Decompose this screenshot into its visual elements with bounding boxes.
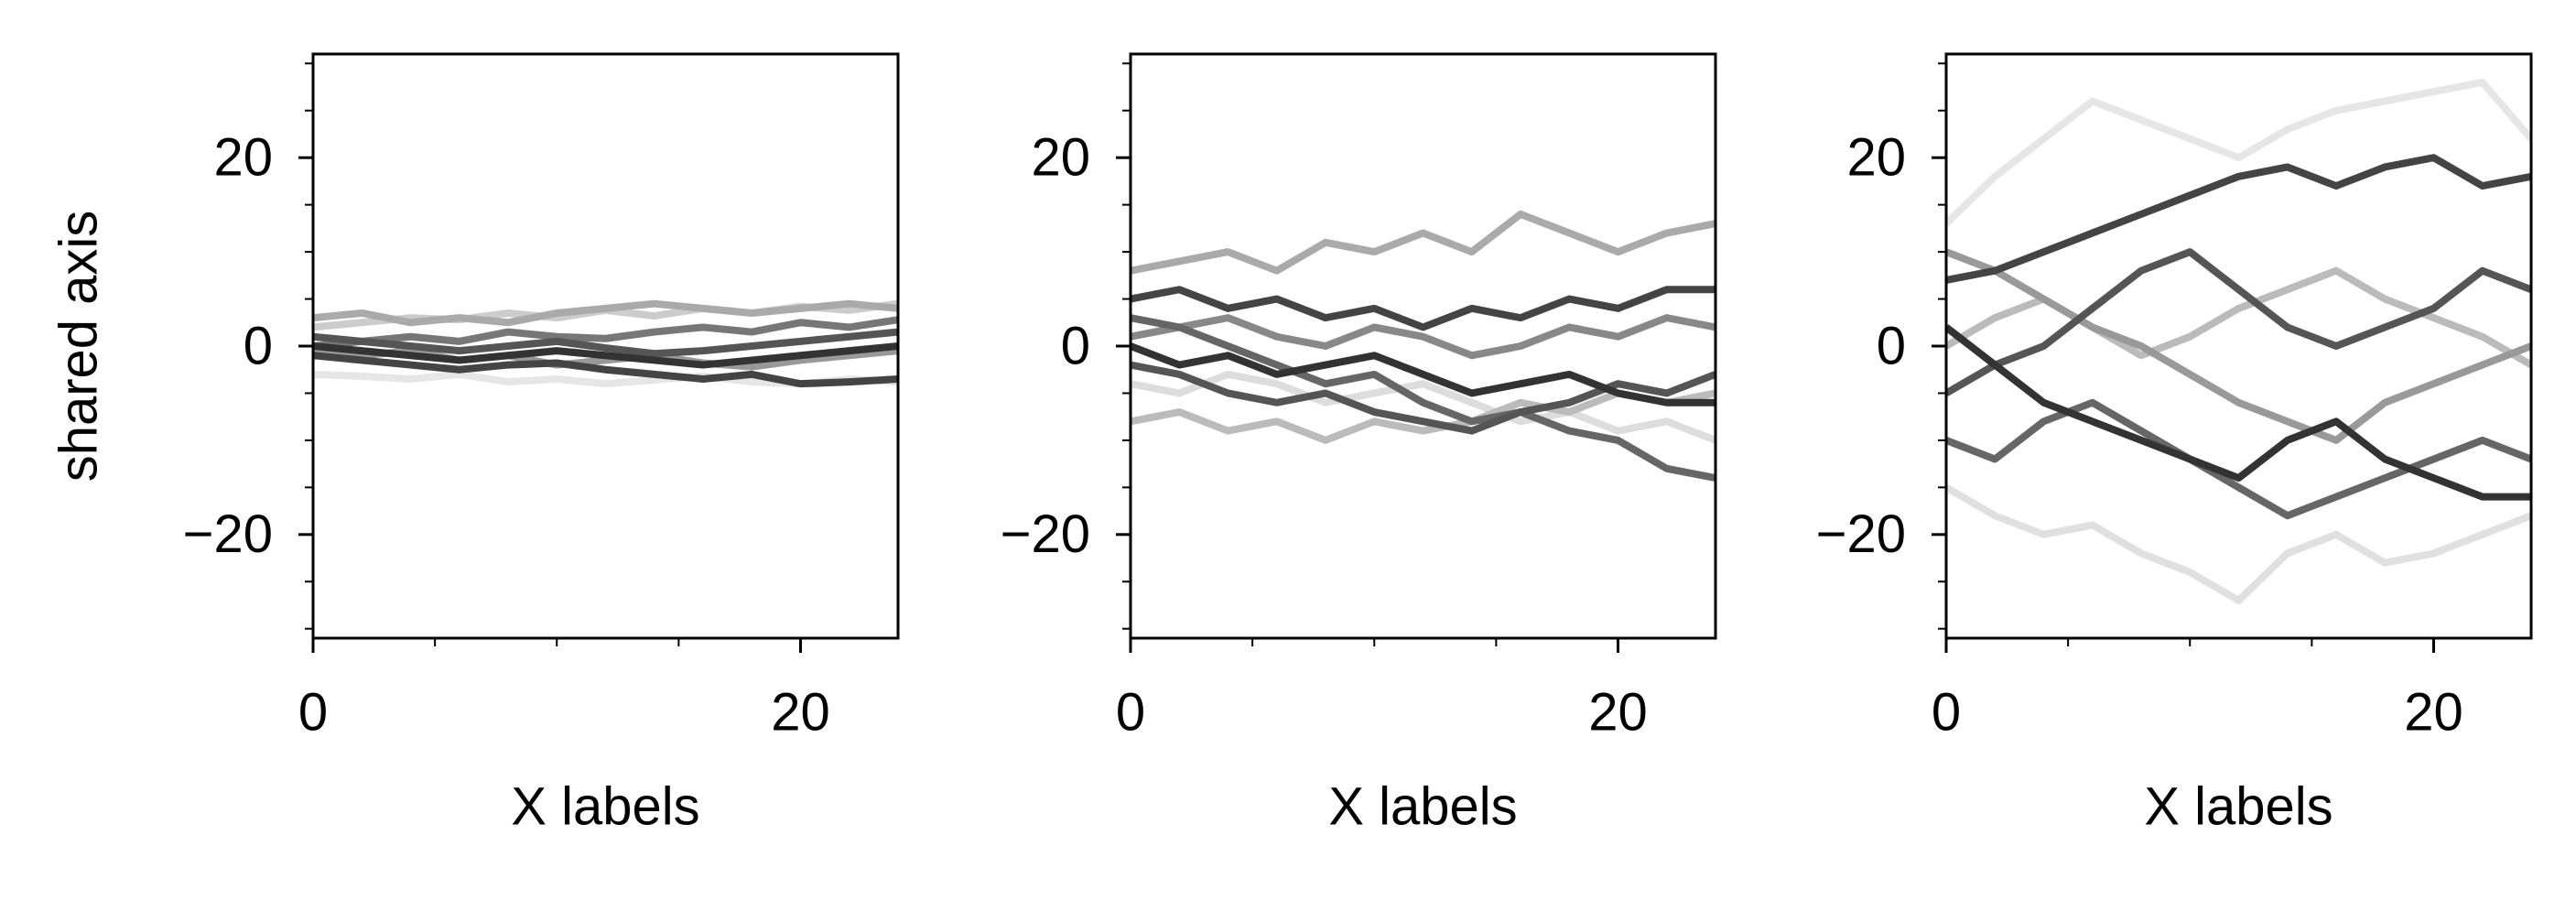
series-line: [1131, 210, 1716, 275]
series-line: [313, 347, 898, 371]
y-tick-label: 20: [1846, 128, 1906, 188]
y-tick-label: −20: [183, 504, 273, 564]
x-axis-label: X labels: [1328, 776, 1517, 836]
series-line: [1131, 370, 1716, 444]
y-axis-label: shared axis: [49, 211, 108, 483]
series-line: [1946, 483, 2531, 604]
series-line: [313, 342, 898, 369]
series-line: [313, 352, 898, 388]
x-tick-label: 0: [1116, 682, 1145, 742]
y-tick-label: 0: [1061, 316, 1090, 375]
lines: [1131, 210, 1716, 482]
x-tick-label: 0: [1932, 682, 1961, 742]
series-line: [1946, 248, 2531, 444]
series-line: [1131, 314, 1716, 482]
y-tick-label: −20: [1001, 504, 1090, 564]
lines: [313, 299, 898, 388]
y-tick-label: 0: [1877, 316, 1906, 375]
y-tick-label: 0: [244, 316, 273, 375]
series-line: [1946, 398, 2531, 520]
series-line: [313, 316, 898, 350]
y-tick-label: 20: [213, 128, 273, 188]
y-tick-label: 20: [1031, 128, 1090, 188]
series-line: [1946, 78, 2531, 227]
x-axis-label: X labels: [511, 776, 699, 836]
x-tick-label: 20: [1588, 682, 1648, 742]
x-tick-label: 20: [771, 682, 830, 742]
series-line: [313, 299, 898, 327]
series-line: [1946, 154, 2531, 284]
x-tick-label: 0: [298, 682, 328, 742]
subplot: 0 20 −20 0 20 X labels shared axis: [49, 52, 900, 836]
series-line: [1131, 342, 1716, 407]
y-tick-label: −20: [1816, 504, 1906, 564]
subplot: 0 20 −20 0 20 X labels: [1001, 52, 1717, 836]
series-line: [1946, 324, 2531, 501]
x-axis-label: X labels: [2144, 776, 2332, 836]
series-line: [313, 328, 898, 358]
subplot: 0 20 −20 0 20 X labels: [1816, 52, 2533, 836]
series-line: [1946, 248, 2531, 396]
series-line: [1131, 314, 1716, 360]
series-line: [1131, 361, 1716, 435]
series-line: [1131, 286, 1716, 331]
lines: [1946, 78, 2531, 604]
x-tick-label: 20: [2404, 682, 2463, 742]
